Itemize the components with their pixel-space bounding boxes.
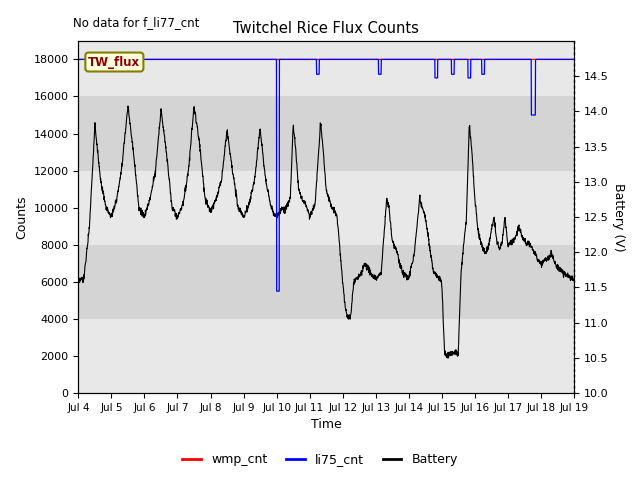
Legend: wmp_cnt, li75_cnt, Battery: wmp_cnt, li75_cnt, Battery: [177, 448, 463, 471]
Y-axis label: Battery (V): Battery (V): [612, 183, 625, 252]
Title: Twitchel Rice Flux Counts: Twitchel Rice Flux Counts: [233, 21, 419, 36]
Bar: [79, 23, 574, 96]
Text: TW_flux: TW_flux: [88, 56, 140, 69]
Bar: [79, 96, 574, 171]
Y-axis label: Counts: Counts: [15, 195, 28, 239]
Bar: [79, 171, 574, 245]
Bar: [79, 319, 574, 393]
X-axis label: Time: Time: [311, 419, 342, 432]
Text: No data for f_li77_cnt: No data for f_li77_cnt: [74, 16, 200, 29]
Bar: [79, 245, 574, 319]
